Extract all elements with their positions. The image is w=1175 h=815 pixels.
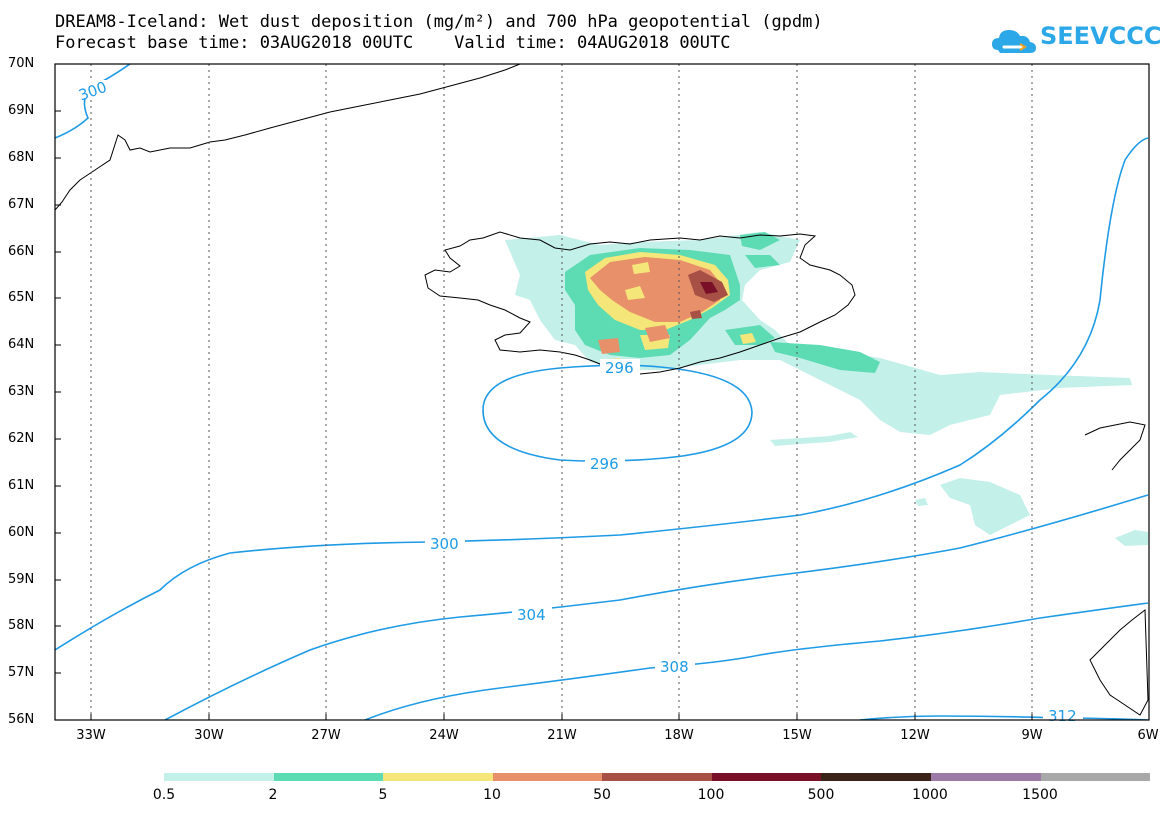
map-subtitle: Forecast base time: 03AUG2018 00UTC Vali… bbox=[55, 33, 731, 53]
legend-swatch bbox=[273, 773, 384, 781]
lat-label: 58N bbox=[8, 618, 35, 633]
legend-label: 0.5 bbox=[152, 787, 176, 803]
lat-label: 66N bbox=[8, 244, 35, 259]
lat-label: 59N bbox=[8, 572, 35, 587]
dust-shading bbox=[505, 232, 1148, 546]
contour-label: 304 bbox=[517, 606, 546, 624]
contour-label: 308 bbox=[660, 658, 689, 676]
lon-label: 9W bbox=[1021, 728, 1043, 743]
lon-label: 30W bbox=[194, 728, 224, 743]
cloud-logo-icon bbox=[992, 30, 1036, 53]
lat-label: 68N bbox=[8, 150, 35, 165]
lon-label: 21W bbox=[547, 728, 577, 743]
legend-swatch bbox=[164, 773, 274, 781]
lat-label: 57N bbox=[8, 665, 35, 680]
lon-label: 33W bbox=[76, 728, 106, 743]
lon-label: 27W bbox=[311, 728, 341, 743]
legend-swatch bbox=[492, 773, 603, 781]
geopotential-contours bbox=[55, 64, 1149, 720]
legend-label: 1000 bbox=[912, 787, 948, 803]
legend-label: 50 bbox=[593, 787, 611, 803]
legend-label: 500 bbox=[807, 787, 835, 803]
lat-label: 61N bbox=[8, 478, 35, 493]
lon-label: 15W bbox=[782, 728, 812, 743]
contour-label: 296 bbox=[605, 359, 634, 377]
lat-label: 62N bbox=[8, 431, 35, 446]
lat-label: 69N bbox=[8, 103, 35, 118]
legend-label: 10 bbox=[483, 787, 501, 803]
lat-label: 64N bbox=[8, 337, 35, 352]
lon-label: 6W bbox=[1137, 728, 1159, 743]
legend-swatch bbox=[383, 773, 493, 781]
legend-swatch bbox=[711, 773, 822, 781]
color-legend bbox=[164, 773, 1151, 781]
grid-lines bbox=[90, 64, 1033, 720]
lat-label: 67N bbox=[8, 197, 35, 212]
lat-label: 63N bbox=[8, 384, 35, 399]
legend-swatch bbox=[1040, 773, 1151, 781]
coastlines bbox=[55, 64, 1149, 716]
lat-label: 70N bbox=[8, 56, 35, 71]
legend-label: 1500 bbox=[1022, 787, 1058, 803]
lon-label: 12W bbox=[900, 728, 930, 743]
logo-text: SEEVCCC bbox=[1040, 22, 1162, 50]
map-title: DREAM8-Iceland: Wet dust deposition (mg/… bbox=[55, 12, 823, 32]
lon-label: 18W bbox=[664, 728, 694, 743]
lat-label: 65N bbox=[8, 290, 35, 305]
contour-label: 296 bbox=[590, 455, 619, 473]
legend-swatch bbox=[930, 773, 1041, 781]
legend-label: 5 bbox=[378, 787, 388, 803]
contour-labels: 300 296 296 300 304 308 312 bbox=[73, 78, 1083, 725]
legend-label: 100 bbox=[697, 787, 725, 803]
lat-label: 60N bbox=[8, 525, 35, 540]
legend-label: 2 bbox=[268, 787, 278, 803]
lon-label: 24W bbox=[429, 728, 459, 743]
lat-label: 56N bbox=[8, 712, 35, 727]
axis-ticks bbox=[55, 63, 1033, 720]
legend-swatch bbox=[821, 773, 931, 781]
legend-swatch bbox=[602, 773, 712, 781]
contour-label: 312 bbox=[1048, 707, 1077, 725]
contour-label: 300 bbox=[430, 535, 459, 553]
